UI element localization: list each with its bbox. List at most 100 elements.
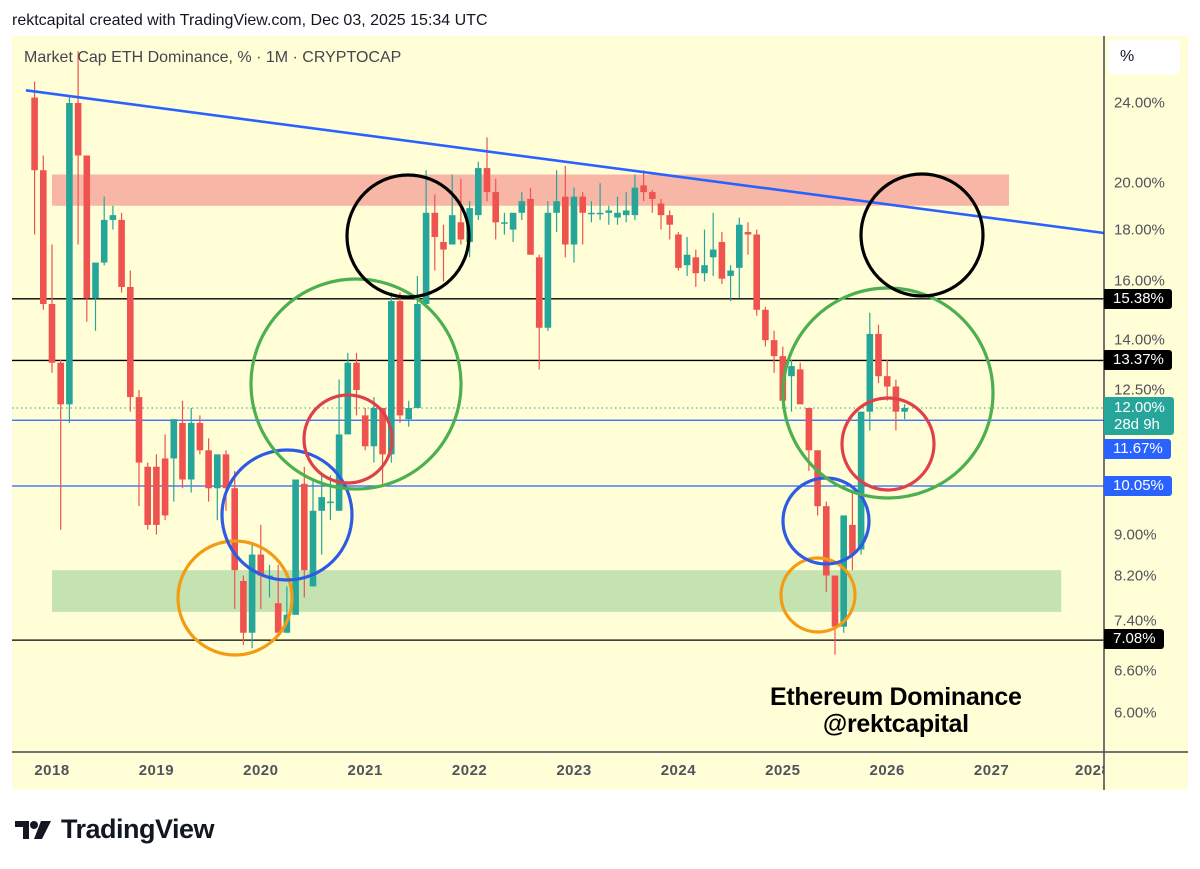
candle xyxy=(614,196,621,225)
price-axis-tick: 12.50% xyxy=(1114,381,1165,399)
candle-body xyxy=(127,286,134,398)
candle-body xyxy=(440,241,447,250)
candle xyxy=(179,400,186,489)
candle-body xyxy=(457,222,465,240)
candle xyxy=(622,192,630,223)
candle-body xyxy=(344,362,352,435)
candle-body xyxy=(840,515,847,627)
candle xyxy=(405,400,412,427)
candle-body xyxy=(709,249,717,258)
time-axis-tick: 2026 xyxy=(869,762,905,779)
highlight-circle xyxy=(249,277,463,491)
candle-body xyxy=(109,215,117,220)
candle-body xyxy=(335,434,343,511)
candle xyxy=(214,454,221,521)
candle-body xyxy=(153,466,160,525)
price-axis-tick: 18.00% xyxy=(1114,221,1165,239)
candle-body xyxy=(805,407,813,451)
candle-body xyxy=(353,362,360,391)
highlight-circle xyxy=(779,556,857,634)
candle xyxy=(579,192,586,245)
candle-body xyxy=(274,603,282,633)
candle-body xyxy=(553,201,560,213)
candle xyxy=(883,359,891,401)
candle xyxy=(457,178,465,245)
tradingview-brand[interactable]: TradingView xyxy=(15,814,215,845)
candle xyxy=(892,379,900,431)
candle xyxy=(170,419,178,502)
highlight-circle xyxy=(840,396,936,492)
candle-body xyxy=(849,524,856,555)
symbol-title[interactable]: Market Cap ETH Dominance, % · 1M · CRYPT… xyxy=(24,49,402,66)
candle-body xyxy=(196,422,204,451)
price-axis-tick: 6.00% xyxy=(1114,704,1157,722)
circles-layer xyxy=(176,172,995,657)
price-axis-tick: 16.00% xyxy=(1114,272,1165,290)
candle-body xyxy=(414,303,421,408)
candle-body xyxy=(692,257,700,274)
candle-body xyxy=(614,212,621,218)
price-axis-tick: 7.40% xyxy=(1114,612,1157,630)
candle-body xyxy=(666,215,673,225)
highlight-circle xyxy=(220,448,354,582)
candle-body xyxy=(622,210,630,216)
candle xyxy=(40,155,47,310)
time-axis-tick: 2019 xyxy=(138,762,175,779)
highlight-circle xyxy=(781,286,995,500)
candle xyxy=(727,265,734,302)
candle-body xyxy=(214,454,221,489)
candle-body xyxy=(727,270,734,276)
candle xyxy=(344,352,352,435)
candle-body xyxy=(92,262,99,299)
candle-body xyxy=(579,196,586,213)
candle-body xyxy=(675,234,682,268)
candle xyxy=(709,212,717,276)
time-axis-tick: 2022 xyxy=(451,762,488,779)
candle-body xyxy=(875,333,882,377)
candle xyxy=(205,438,212,502)
price-tag-7-08: 7.08% xyxy=(1104,629,1164,649)
trendline-layer xyxy=(25,89,1105,235)
current-price-tag: 12.00% 28d 9h xyxy=(1104,397,1174,435)
candle xyxy=(153,454,160,535)
candle-body xyxy=(649,192,656,199)
candle xyxy=(831,575,839,655)
support-zone xyxy=(52,570,1062,612)
time-axis-tick: 2021 xyxy=(347,762,383,779)
price-scale-unit-button[interactable]: % xyxy=(1108,40,1180,74)
chart-annotation-text: Ethereum Dominance @rektcapital xyxy=(770,684,1022,738)
candle xyxy=(431,194,439,271)
candle xyxy=(135,390,143,507)
price-axis-tick: 14.00% xyxy=(1114,331,1165,349)
candle xyxy=(501,212,508,235)
trendline xyxy=(25,89,1105,235)
price-axis-tick: 9.00% xyxy=(1114,526,1157,544)
candle-body xyxy=(570,196,578,245)
candle-body xyxy=(509,212,517,230)
candle xyxy=(762,306,769,347)
axes-layer xyxy=(12,36,1188,790)
candle-body xyxy=(448,215,456,245)
candle xyxy=(396,292,404,423)
candle-body xyxy=(422,212,430,304)
candle-body xyxy=(475,168,482,216)
candle-body xyxy=(492,192,499,223)
time-axis-tick: 2025 xyxy=(765,762,801,779)
candle-body xyxy=(562,196,569,245)
candle xyxy=(483,137,491,202)
candles-layer xyxy=(31,51,908,655)
candle xyxy=(161,434,169,521)
annotation-author: @rektcapital xyxy=(822,710,969,738)
price-axis-tick: 24.00% xyxy=(1114,94,1165,112)
candle-body xyxy=(388,301,395,455)
candle-body xyxy=(57,362,64,405)
annotation-title: Ethereum Dominance xyxy=(770,683,1022,711)
current-price-value: 12.00% xyxy=(1114,399,1165,416)
candle xyxy=(248,544,256,649)
candle xyxy=(535,254,543,370)
candle xyxy=(196,415,204,455)
price-axis-tick: 6.60% xyxy=(1114,662,1157,680)
candle-body xyxy=(631,187,639,216)
candle-body xyxy=(535,257,543,328)
